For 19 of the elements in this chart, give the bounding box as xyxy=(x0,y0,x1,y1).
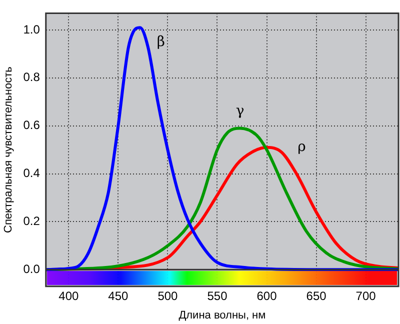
y-tick-label: 0.8 xyxy=(23,70,40,84)
x-tick-label: 650 xyxy=(306,288,327,303)
x-tick-label: 400 xyxy=(58,288,79,303)
x-tick-label: 700 xyxy=(356,288,376,303)
x-axis-title: Длина волны, нм xyxy=(178,309,266,322)
y-tick-label: 1.0 xyxy=(23,22,40,36)
y-tick-label: 0.2 xyxy=(23,214,40,228)
y-tick-label: 0.6 xyxy=(23,118,40,132)
x-tick-label: 450 xyxy=(108,288,129,303)
x-tick-label: 500 xyxy=(158,288,178,303)
series-label: β xyxy=(156,34,166,50)
line-series xyxy=(46,26,398,272)
x-tick-label: 600 xyxy=(256,288,278,303)
y-tick-label: 0.4 xyxy=(23,166,40,180)
x-tick-label: 550 xyxy=(207,288,228,303)
y-axis-title: Спектральная чувствительность xyxy=(2,66,15,233)
y-tick-label: 0.0 xyxy=(23,262,40,276)
series-label: ρ xyxy=(298,139,306,156)
series-label: γ xyxy=(236,102,244,119)
